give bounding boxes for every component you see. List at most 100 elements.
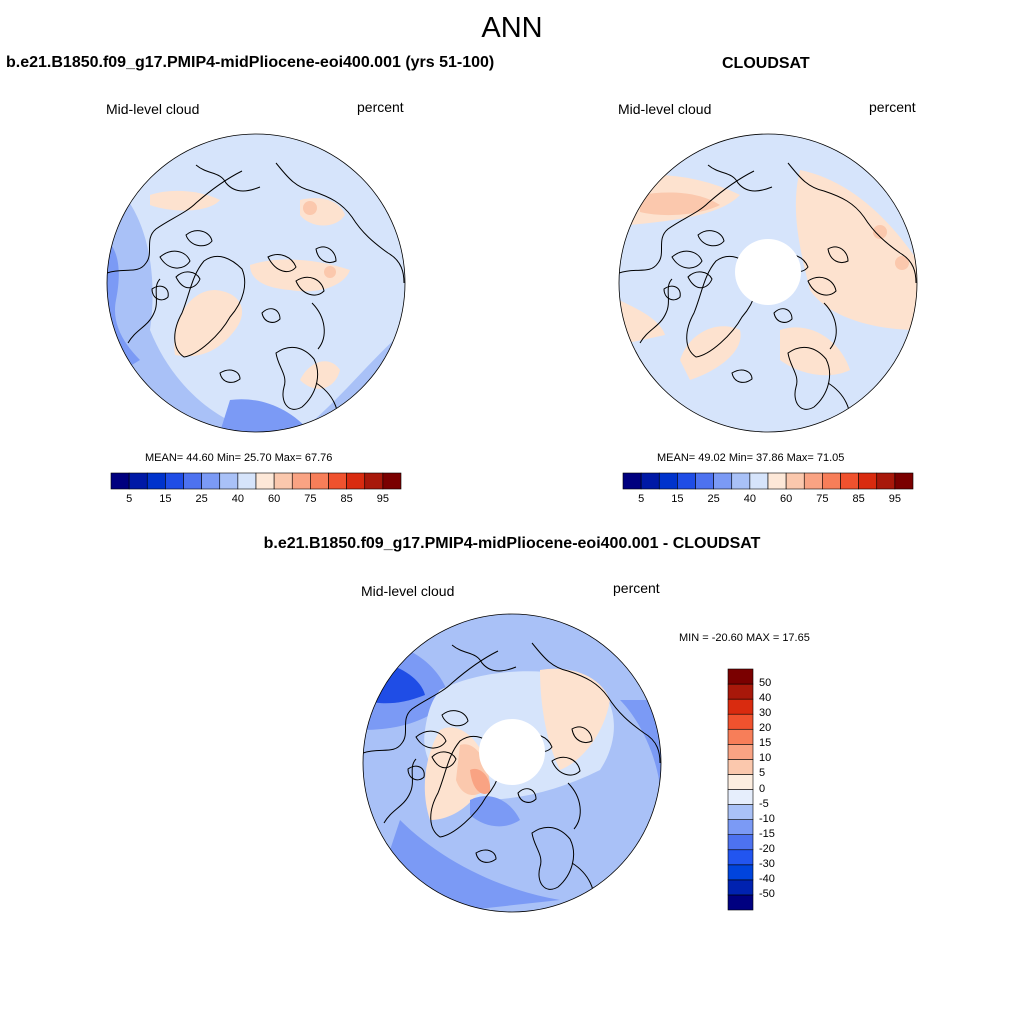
panel-1-colorbar-swatch [183,472,202,490]
panel-1-field-orange-alaska [150,190,220,211]
panel-3-colorbar-tick-label: 5 [759,767,766,780]
panel-2-colorbar-swatch [731,472,751,490]
panel-2-colorbar-swatch [876,472,896,490]
panel-2-field-patch-1 [873,225,887,239]
panel-2-variable-label: Mid-level cloud [618,101,712,117]
panel-1-map [106,133,406,433]
panel-3-colorbar-swatch [727,744,754,760]
panel-2-colorbar-swatch [822,472,841,490]
panel-2-title: CLOUDSAT [722,55,810,72]
panel-3-field-orange-greenland-peak [470,768,491,794]
panel-3-colorbar-swatch [727,894,754,911]
panel-3-colorbar-swatch [727,804,754,820]
panel-1-field-blue-west [107,180,260,432]
panel-3-colorbar-tick-label: -30 [759,857,775,870]
panel-2-field-orange-greenland [680,326,741,380]
panel-3-colorbar-tick-label: -40 [759,872,775,885]
panel-3-colorbar-swatch [727,698,754,715]
panel-1-title: b.e21.B1850.f09_g17.PMIP4-midPliocene-eo… [6,54,495,71]
panel-3-colorbar-swatch [727,713,754,730]
panel-1-colorbar-swatch [310,472,329,490]
panel-1-colorbar-tick-label: 5 [126,493,133,505]
panel-2-colorbar-swatch [803,472,823,490]
panel-1-colorbar-tick-label: 85 [340,493,353,505]
panel-2-colorbar-tick-label: 85 [852,493,865,505]
panel-3-variable-label: Mid-level cloud [361,583,455,599]
panel-3-title: b.e21.B1850.f09_g17.PMIP4-midPliocene-eo… [263,535,761,552]
panel-1-colorbar-swatch [237,472,257,490]
panel-1-field-patch-1 [303,201,317,215]
panel-2-colorbar-tick-label: 25 [707,493,720,505]
panel-3-colorbar [727,668,754,911]
panel-2-colorbar-tick-label: 60 [780,493,793,505]
panel-1-colorbar-tick-label: 40 [231,493,244,505]
panel-2-map [618,133,918,433]
panel-1-colorbar-swatch [128,472,148,490]
panel-3-colorbar-swatch [727,683,754,700]
panel-3-units-label: percent [613,580,660,596]
panel-2-stats: MEAN= 49.02 Min= 37.86 Max= 71.05 [657,452,845,464]
panel-1-colorbar [110,472,402,490]
panel-1-colorbar-swatch [146,472,166,490]
panel-1-colorbar-swatch [291,472,311,490]
panel-1-colorbar-swatch [346,472,366,490]
panel-2-colorbar-swatch [767,472,787,490]
panel-3-colorbar-swatch [727,849,754,866]
panel-1-colorbar-tick-label: 75 [304,493,317,505]
panel-2-field-patch-2 [895,256,909,270]
panel-1-colorbar-swatch [255,472,275,490]
panel-2-colorbar-tick-label: 15 [671,493,684,505]
figure-title: ANN [481,12,543,44]
panel-3-colorbar-tick-label: -10 [759,812,775,825]
panel-3-colorbar-tick-label: -15 [759,827,775,840]
panel-3-colorbar-swatch [727,668,754,685]
panel-3-colorbar-swatch [727,759,754,775]
panel-3-colorbar-swatch [727,728,754,745]
panel-2-field-orange-siberia [795,170,917,330]
panel-3-map-border [362,613,662,913]
panel-1-field-orange-scandinavia [300,361,340,389]
panel-1-colorbar-tick-label: 95 [376,493,389,505]
panel-2-colorbar-tick-label: 95 [888,493,901,505]
panel-2-colorbar-swatch [658,472,678,490]
panel-3-colorbar-tick-label: -20 [759,842,775,855]
panel-2-colorbar-swatch [858,472,878,490]
panel-1-map-border [106,133,406,433]
panel-2-colorbar [622,472,914,490]
panel-1-colorbar-swatch [110,472,130,490]
panel-3-colorbar-swatch [727,774,754,790]
panel-2-units-label: percent [869,99,916,115]
panel-3-colorbar-tick-label: 0 [759,782,766,795]
panel-3-colorbar-swatch [727,789,754,805]
panel-3-missing-data-hole [479,719,545,785]
panel-3-map [362,613,662,913]
panel-2-field-orange-west [619,300,665,345]
panel-3-colorbar-swatch [727,879,754,896]
panel-1-units-label: percent [357,99,404,115]
panel-2-colorbar-swatch [749,472,769,490]
panel-1-field-blue-atlantic [220,399,310,432]
panel-1-colorbar-tick-label: 25 [195,493,208,505]
panel-3-colorbar-tick-label: -5 [759,797,769,810]
panel-1-stats: MEAN= 44.60 Min= 25.70 Max= 67.76 [145,452,333,464]
panel-3-colorbar-swatch [727,834,754,851]
panel-1-colorbar-swatch [273,472,293,490]
panel-1-colorbar-swatch [364,472,384,490]
panel-3-colorbar-tick-label: 10 [759,752,772,765]
panel-2-colorbar-tick-label: 40 [743,493,756,505]
panel-2-colorbar-tick-label: 5 [638,493,645,505]
panel-3-colorbar-tick-label: 50 [759,677,772,690]
panel-1-colorbar-swatch [328,472,347,490]
panel-3-colorbar-tick-label: 20 [759,722,772,735]
panel-2-colorbar-swatch [894,472,914,490]
panel-2-colorbar-swatch [677,472,696,490]
panel-1-colorbar-swatch [201,472,221,490]
panel-3-field-blue-patch [470,796,520,827]
panel-2-colorbar-swatch [695,472,714,490]
panel-1-colorbar-tick-label: 15 [159,493,172,505]
panel-1-field-orange-arctic [250,259,350,292]
panel-2-colorbar-swatch [622,472,642,490]
panel-2-colorbar-swatch [640,472,660,490]
panel-3-colorbar-swatch [727,819,754,835]
